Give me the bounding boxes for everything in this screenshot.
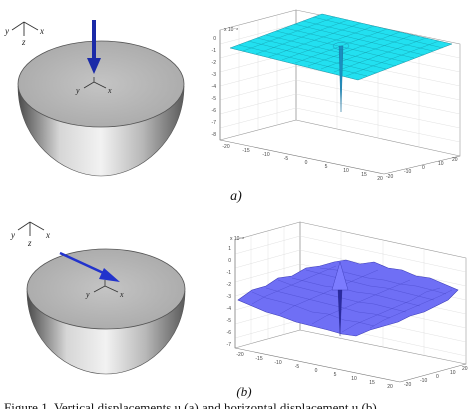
triad-b-z: z — [27, 238, 32, 248]
spike-b — [337, 289, 343, 337]
coordinate-triad-a — [11, 21, 39, 36]
plot-a-xtick: 10 — [343, 168, 349, 174]
plot-a-ytick: -20 — [386, 174, 393, 180]
plot-b-ztick: -1 — [227, 270, 232, 276]
plot-b-xtick: 20 — [387, 384, 393, 390]
plot-b-ztick: 1 — [228, 246, 231, 252]
plot-a-ztick: -2 — [212, 60, 217, 66]
panel-b-hemisphere: y z x y x — [10, 221, 186, 375]
plot-a-ytick: 0 — [422, 165, 425, 171]
plot-a-xtick: 0 — [305, 160, 308, 166]
plot-a-xtick: -20 — [222, 144, 229, 150]
plot-b-ztick: -2 — [227, 282, 232, 288]
surface-a-y: y — [75, 86, 80, 95]
plot-a-ztick: -4 — [212, 84, 217, 90]
plot-b-ytick: 10 — [450, 370, 456, 376]
plot-b-exponent: x 10⁻⁸ — [230, 236, 244, 242]
plot-a-ztick: -3 — [212, 72, 217, 78]
hemisphere-top-a — [17, 40, 185, 128]
plot-b-ytick: -10 — [420, 378, 427, 384]
spike-a — [338, 45, 344, 113]
surface-a-x: x — [107, 86, 112, 95]
plot-a-ytick: 20 — [452, 157, 458, 163]
plot-b-ztick: 0 — [228, 258, 231, 264]
plot-b-ytick: 20 — [462, 366, 468, 372]
triad-b-x: x — [45, 230, 50, 240]
plot-b-ztick: -7 — [227, 342, 232, 348]
triad-a-y: y — [4, 26, 9, 36]
surface-b — [237, 259, 459, 337]
load-arrow-b — [59, 251, 120, 282]
figure-caption: Figure 1. Vertical displacements u (a) a… — [4, 400, 377, 409]
plot-b-xtick: -10 — [274, 360, 281, 366]
plot-a-ztick: -8 — [212, 132, 217, 138]
panel-b-label: (b) — [236, 384, 251, 399]
plot-a-xtick: 20 — [377, 176, 383, 182]
plot-a-xtick: 15 — [361, 172, 367, 178]
plot-a-xtick: 5 — [325, 164, 328, 170]
panel-a-plot: x 10⁻⁸ 0 -1 -2 -3 -4 -5 -6 -7 -8 -20 -15… — [212, 9, 461, 182]
plot-b-xtick: 15 — [369, 380, 375, 386]
panel-b-plot: x 10⁻⁸ 1 0 -1 -2 -3 -4 -5 -6 -7 -20 -15 … — [227, 221, 468, 390]
triad-a-z: z — [21, 37, 26, 47]
plot-a-ztick: -1 — [212, 48, 217, 54]
plot-b-ztick: -3 — [227, 294, 232, 300]
plot-b-ytick: -20 — [404, 382, 411, 388]
plot-b-ztick: -6 — [227, 330, 232, 336]
surface-b-mesh — [251, 265, 453, 333]
plot-a-exponent: x 10⁻⁸ — [224, 27, 238, 33]
plot-a-xtick: -10 — [262, 152, 269, 158]
plot-b-ztick: -5 — [227, 318, 232, 324]
surface-b-y: y — [85, 290, 90, 299]
plot-b-xtick: -5 — [295, 364, 300, 370]
panel-a-hemisphere: y z x y x — [4, 20, 185, 177]
hemisphere-top-b — [26, 248, 186, 330]
plot-b-xtick: 5 — [334, 372, 337, 378]
triad-b-y: y — [10, 230, 15, 240]
plot-a-ztick: -6 — [212, 108, 217, 114]
plot-a-ztick: -7 — [212, 120, 217, 126]
plot-a-ztick: -5 — [212, 96, 217, 102]
plot-b-ztick: -4 — [227, 306, 232, 312]
plot-b-ytick: 0 — [436, 374, 439, 380]
plot-a-ytick: -10 — [404, 169, 411, 175]
plot-b-xtick: 0 — [315, 368, 318, 374]
plot-b-xtick: -15 — [255, 356, 262, 362]
plot-a-ztick: 0 — [213, 36, 216, 42]
surface-b-x: x — [119, 290, 124, 299]
plot-b-xtick: -20 — [236, 352, 243, 358]
coordinate-triad-b — [17, 221, 45, 236]
plot-a-xtick: -5 — [284, 156, 289, 162]
plot-a-ytick: 10 — [438, 161, 444, 167]
load-arrow-a — [87, 20, 101, 74]
surface-a-mesh — [238, 16, 444, 77]
triad-a-x: x — [39, 26, 44, 36]
plot-a-xtick: -15 — [242, 148, 249, 154]
plot-b-xtick: 10 — [351, 376, 357, 382]
panel-a-label: a) — [230, 189, 242, 204]
